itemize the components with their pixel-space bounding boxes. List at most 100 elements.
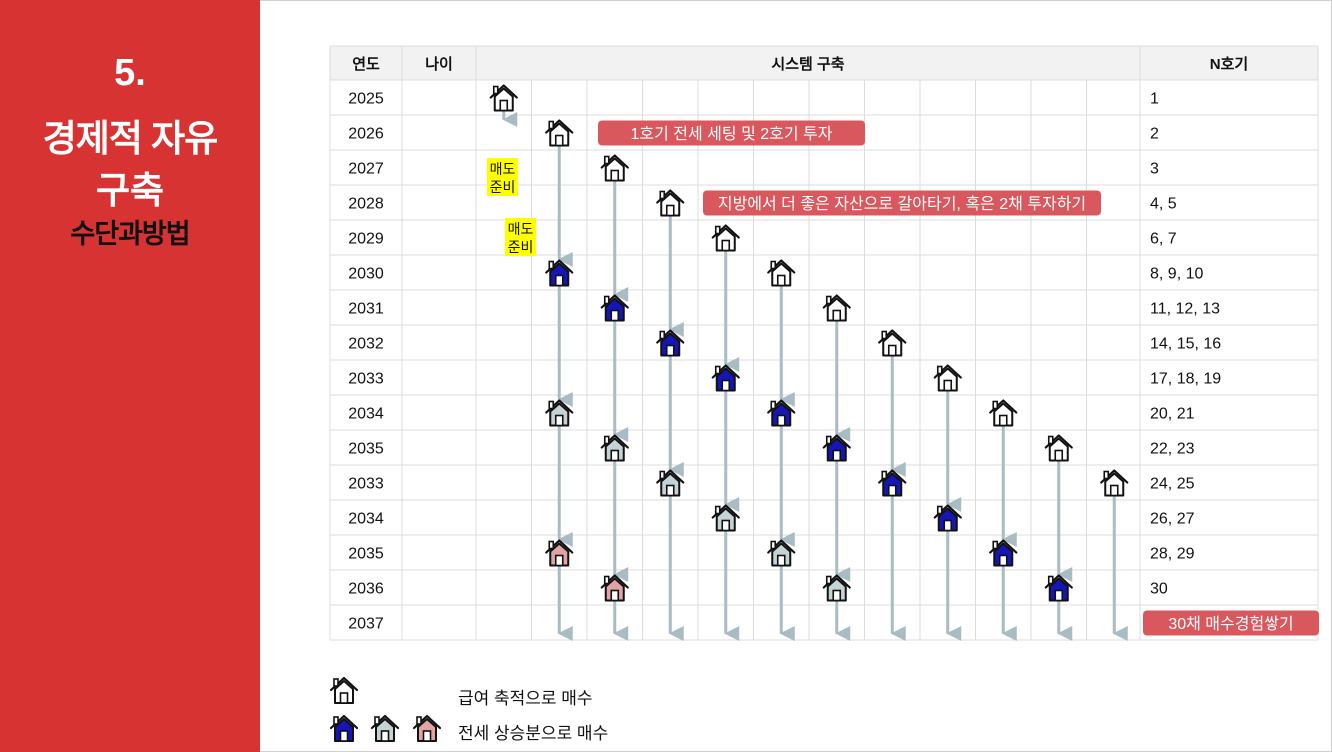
house-icon	[656, 469, 685, 497]
house-body	[937, 367, 958, 392]
house-chimney	[770, 400, 777, 410]
house-icon	[711, 224, 740, 252]
row-count: 22, 23	[1150, 441, 1195, 458]
house-chimney	[548, 260, 555, 270]
row-year: 2037	[348, 616, 384, 633]
house-chimney	[333, 716, 339, 725]
house-door	[499, 99, 509, 112]
house-door	[1109, 484, 1119, 497]
house-door	[832, 449, 842, 462]
house-body	[549, 402, 570, 427]
house-icon	[600, 434, 629, 462]
house-body	[375, 718, 395, 742]
house-door	[832, 589, 842, 602]
house-chimney	[374, 716, 380, 725]
row-count: 20, 21	[1150, 406, 1195, 423]
house-body	[771, 402, 792, 427]
house-body	[1048, 577, 1069, 602]
house-chimney	[492, 85, 499, 95]
house-chimney	[1047, 435, 1054, 445]
header-year: 연도	[352, 56, 380, 73]
house-icon	[767, 259, 796, 287]
house-body	[660, 192, 681, 217]
house-body	[604, 437, 625, 462]
house-chimney	[1103, 470, 1110, 480]
note-sell-ready-2-bg	[505, 218, 536, 256]
house-icon	[822, 434, 851, 462]
house-body	[604, 297, 625, 322]
row-year: 2036	[348, 581, 384, 598]
house-body	[882, 472, 903, 497]
house-body	[937, 507, 958, 532]
house-icon	[878, 329, 907, 357]
row-count: 11, 12, 13	[1150, 301, 1220, 318]
house-body	[1048, 437, 1069, 462]
house-chimney	[825, 575, 832, 585]
house-body	[1104, 472, 1125, 497]
legend-salary-label: 급여 축적으로 매수	[458, 689, 593, 708]
house-icon	[822, 294, 851, 322]
section-subtitle: 수단과방법	[70, 219, 190, 249]
house-chimney	[714, 365, 721, 375]
row-count: 4, 5	[1150, 196, 1177, 213]
house-chimney	[416, 716, 422, 725]
house-icon	[1044, 434, 1073, 462]
house-chimney	[714, 505, 721, 515]
house-icon	[545, 539, 574, 567]
row-year: 2035	[348, 441, 384, 458]
house-door	[776, 554, 786, 567]
house-door	[832, 309, 842, 322]
header-system: 시스템 구축	[771, 55, 844, 73]
house-icon	[933, 504, 962, 532]
house-door	[610, 589, 620, 602]
house-body	[334, 680, 354, 704]
house-door	[776, 414, 786, 427]
row-year: 2027	[348, 161, 384, 178]
row-count: 3	[1150, 161, 1159, 178]
header-count: N호기	[1210, 56, 1248, 73]
row-year: 2034	[348, 406, 384, 423]
house-door	[339, 692, 349, 704]
house-chimney	[603, 575, 610, 585]
house-chimney	[936, 365, 943, 375]
row-year: 2030	[348, 266, 384, 283]
callout-second: 지방에서 더 좋은 자산으로 갈아타기, 혹은 2채 투자하기	[718, 195, 1086, 213]
house-body	[826, 437, 847, 462]
house-door	[554, 554, 564, 567]
house-door	[998, 414, 1008, 427]
house-chimney	[659, 330, 666, 340]
row-count: 24, 25	[1150, 476, 1195, 493]
house-door	[610, 449, 620, 462]
house-door	[554, 274, 564, 287]
row-year: 2025	[348, 91, 384, 108]
house-door	[887, 484, 897, 497]
house-door	[665, 204, 675, 217]
house-chimney	[603, 155, 610, 165]
house-chimney	[548, 400, 555, 410]
house-icon	[711, 364, 740, 392]
house-door	[554, 414, 564, 427]
house-body	[417, 718, 437, 742]
row-count: 1	[1150, 91, 1159, 108]
note-sell-ready-2-line1: 매도	[508, 221, 534, 237]
house-chimney	[825, 435, 832, 445]
house-chimney	[603, 435, 610, 445]
note-sell-ready-1-bg	[487, 158, 518, 196]
house-icon	[656, 189, 685, 217]
callout-second-bg	[703, 190, 1101, 216]
section-title-line2: 구축	[95, 170, 165, 211]
legend-jeonse-label: 전세 상승분으로 매수	[458, 724, 609, 743]
house-body	[771, 542, 792, 567]
house-chimney	[825, 295, 832, 305]
house-door	[998, 554, 1008, 567]
callout-first: 1호기 전세 세팅 및 2호기 투자	[631, 125, 833, 143]
house-icon	[656, 329, 685, 357]
house-chimney	[548, 120, 555, 130]
house-icon	[767, 399, 796, 427]
house-body	[660, 332, 681, 357]
house-body	[549, 542, 570, 567]
house-chimney	[548, 540, 555, 550]
house-body	[604, 157, 625, 182]
house-body	[334, 718, 354, 742]
